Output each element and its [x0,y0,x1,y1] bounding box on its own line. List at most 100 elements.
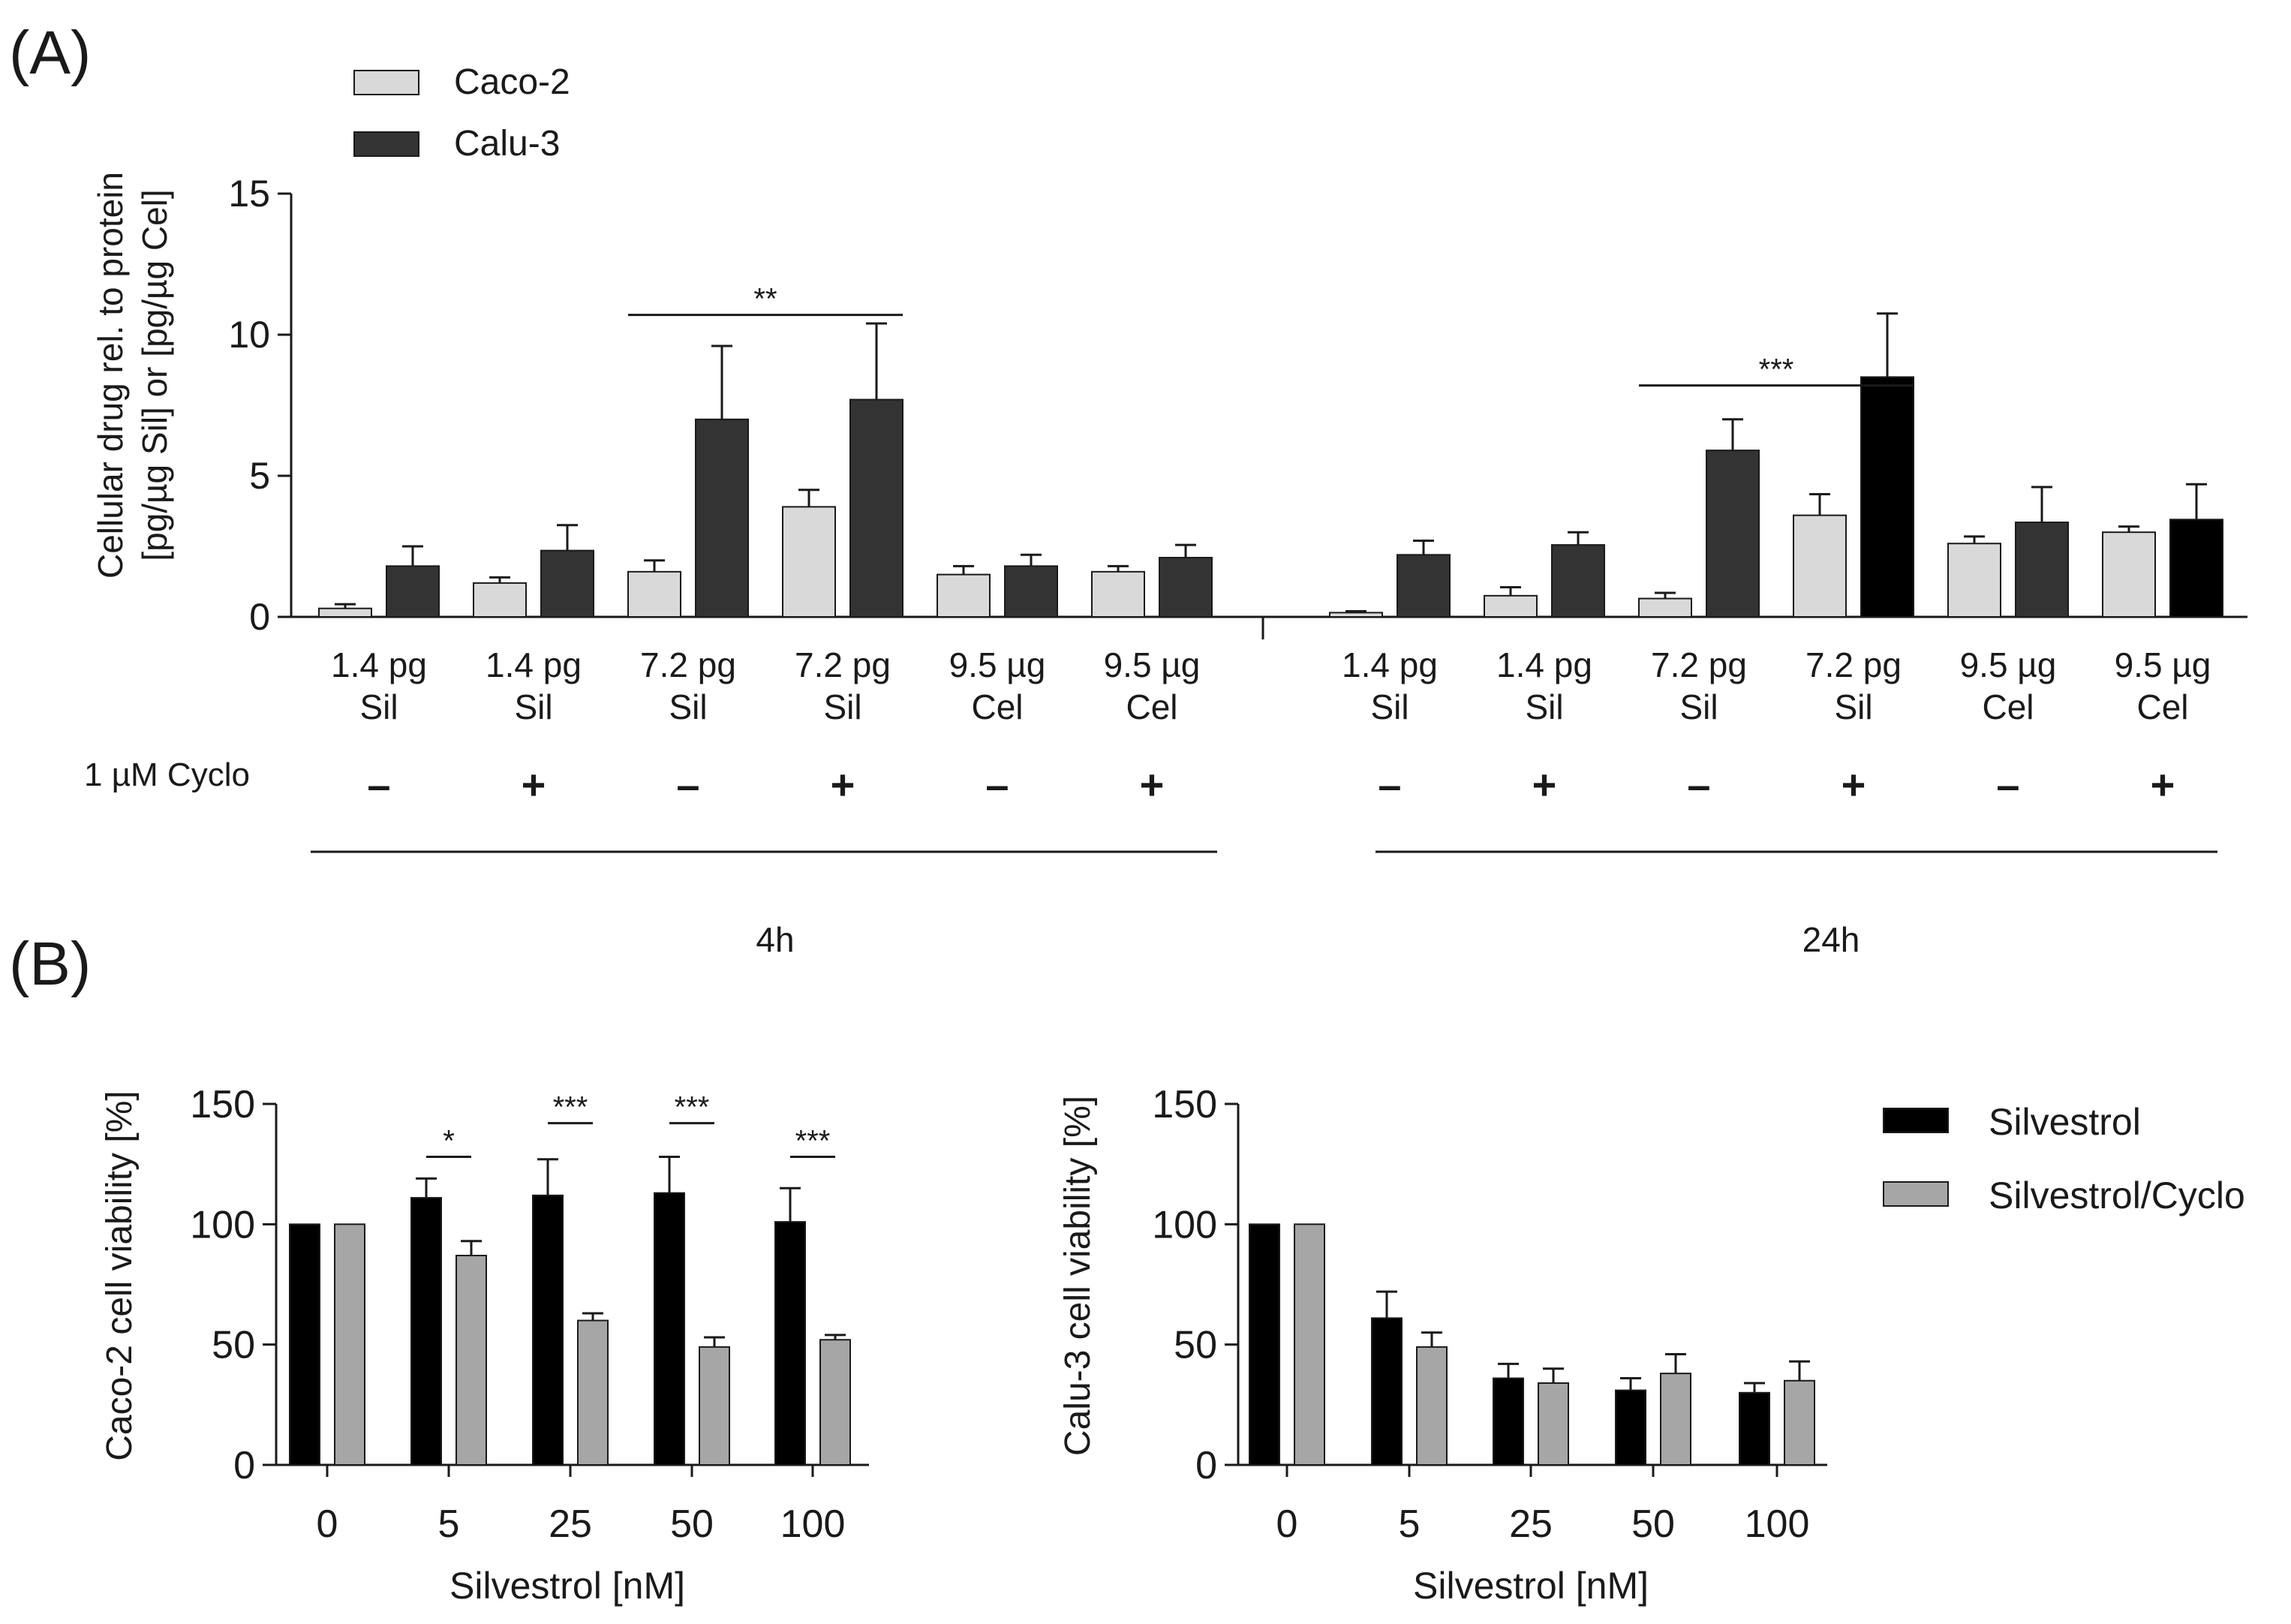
category-label-line2: Sil [1679,687,1718,726]
bar-silvestrol [1371,1317,1403,1466]
legend-label-caco2: Caco-2 [454,62,570,102]
b-left-x-axis-title: Silvestrol [nM] [449,1565,685,1607]
category-label-line2: Cel [1982,687,2034,726]
bar-silvestrol-cyclo [334,1223,365,1466]
category-label-line1: 1.4 pg [331,645,427,684]
x-tick-label: 50 [670,1502,714,1546]
bar-silvestrol-cyclo [699,1346,730,1466]
b-left-bars: **** ****** [289,1091,851,1466]
category-label-line2: Sil [1525,687,1563,726]
legend-swatch-silvestrol-cyclo [1883,1181,1949,1207]
bar-calu-3 [386,565,440,618]
panel-a-y-axis-title-line1: Cellular drug rel. to protein [91,172,130,579]
bar-caco-2 [473,582,527,618]
b-left-x-ticks: 0 5 25 50 100 [317,1465,846,1546]
category-label-line2: Sil [669,687,707,726]
bar-silvestrol-cyclo [455,1255,487,1466]
legend-swatch-silvestrol [1883,1108,1949,1133]
bar-silvestrol [1739,1391,1770,1466]
bar-calu-3 [1159,557,1213,618]
b-right-y-axis-title: Calu-3 cell viability [%] [1058,1096,1098,1456]
significance-label: *** [795,1125,831,1158]
legend-label-silvestrol-cyclo: Silvestrol/Cyclo [1989,1174,2245,1216]
b-left-y-axis-title: Caco-2 cell viability [%] [100,1090,140,1461]
b-right-x-axis-title: Silvestrol [nM] [1413,1565,1649,1607]
bar-silvestrol [1493,1377,1524,1466]
category-label-line1: 1.4 pg [486,645,582,684]
bar-caco-2 [627,570,681,618]
bar-caco-2 [1484,594,1538,618]
y-tick-label: 150 [1152,1083,1217,1126]
bar-calu-3 [540,549,594,618]
category-label-line2: Sil [823,687,861,726]
cyclo-sign: + [1140,761,1165,808]
category-label-line1: 7.2 pg [1805,645,1902,684]
y-tick-label: 5 [249,455,270,497]
cyclo-sign: + [1842,761,1866,808]
b-left-y-ticks: 0 50 100 150 [190,1083,276,1487]
bar-silvestrol [654,1192,685,1466]
y-tick-label: 50 [1174,1324,1217,1367]
panel-b-label: (B) [9,930,91,998]
y-tick-label: 100 [1152,1203,1217,1247]
legend-swatch-calu3 [353,131,419,157]
bar-silvestrol-cyclo [1538,1382,1569,1466]
bar-calu-3 [695,418,749,618]
bar-silvestrol [1249,1223,1280,1466]
x-tick-label: 5 [438,1502,460,1546]
bar-caco-2 [1638,597,1692,618]
legend-label-silvestrol: Silvestrol [1989,1101,2141,1143]
category-label-line1: 9.5 µg [1960,645,2057,684]
cyclo-sign: + [2151,761,2175,808]
bar-caco-2 [782,506,836,618]
bar-caco-2 [318,607,372,618]
bar-caco-2 [1091,570,1145,618]
cyclo-sign: + [522,761,546,808]
category-label-line2: Cel [2136,687,2188,726]
bar-calu-3 [1860,376,1914,618]
category-label-line1: 1.4 pg [1342,645,1438,684]
category-label-line2: Sil [1834,687,1872,726]
time-label-4h: 4h [756,920,794,959]
cyclo-row-label: 1 µM Cyclo [84,756,250,793]
bar-calu-3 [1004,565,1058,618]
bar-silvestrol-cyclo [1784,1379,1815,1466]
panel-a-y-axis-title-line2: [pg/µg Sil] or [pg/µg Cel] [135,189,174,561]
legend-swatch-caco2 [353,70,419,95]
y-tick-label: 0 [249,596,270,638]
bar-silvestrol-cyclo [1294,1223,1325,1466]
bar-caco-2 [2102,531,2156,618]
y-tick-label: 100 [190,1203,255,1247]
bar-caco-2 [1793,514,1847,618]
category-label-line2: Sil [359,687,398,726]
significance-label: *** [1759,353,1794,386]
bar-calu-3 [1397,554,1451,618]
bar-calu-3 [2169,519,2223,618]
x-tick-label: 50 [1631,1502,1675,1546]
bar-silvestrol-cyclo [577,1319,609,1466]
category-label-line1: 7.2 pg [795,645,891,684]
category-label-line1: 9.5 µg [1104,645,1201,684]
bar-silvestrol [774,1221,806,1466]
bar-silvestrol-cyclo [1660,1373,1691,1466]
x-tick-label: 5 [1399,1502,1421,1546]
y-tick-label: 0 [233,1444,255,1487]
panel-a-y-ticks: 0 5 10 15 [228,173,291,638]
category-label-line1: 7.2 pg [640,645,736,684]
bar-calu-3 [1706,450,1760,618]
category-label-line2: Sil [1370,687,1409,726]
x-tick-label: 100 [1745,1502,1810,1546]
y-tick-label: 10 [228,314,270,356]
cyclo-sign: – [1687,761,1710,808]
category-label-line1: 9.5 µg [2115,645,2211,684]
cyclo-sign: – [985,761,1009,808]
bar-silvestrol [1615,1389,1646,1466]
x-tick-label: 25 [1509,1502,1553,1546]
category-label-line2: Cel [1126,687,1177,726]
x-tick-label: 0 [1276,1502,1298,1546]
x-tick-label: 100 [780,1502,846,1546]
bar-silvestrol-cyclo [1416,1346,1448,1466]
bar-caco-2 [937,573,991,618]
category-label-line1: 1.4 pg [1496,645,1592,684]
